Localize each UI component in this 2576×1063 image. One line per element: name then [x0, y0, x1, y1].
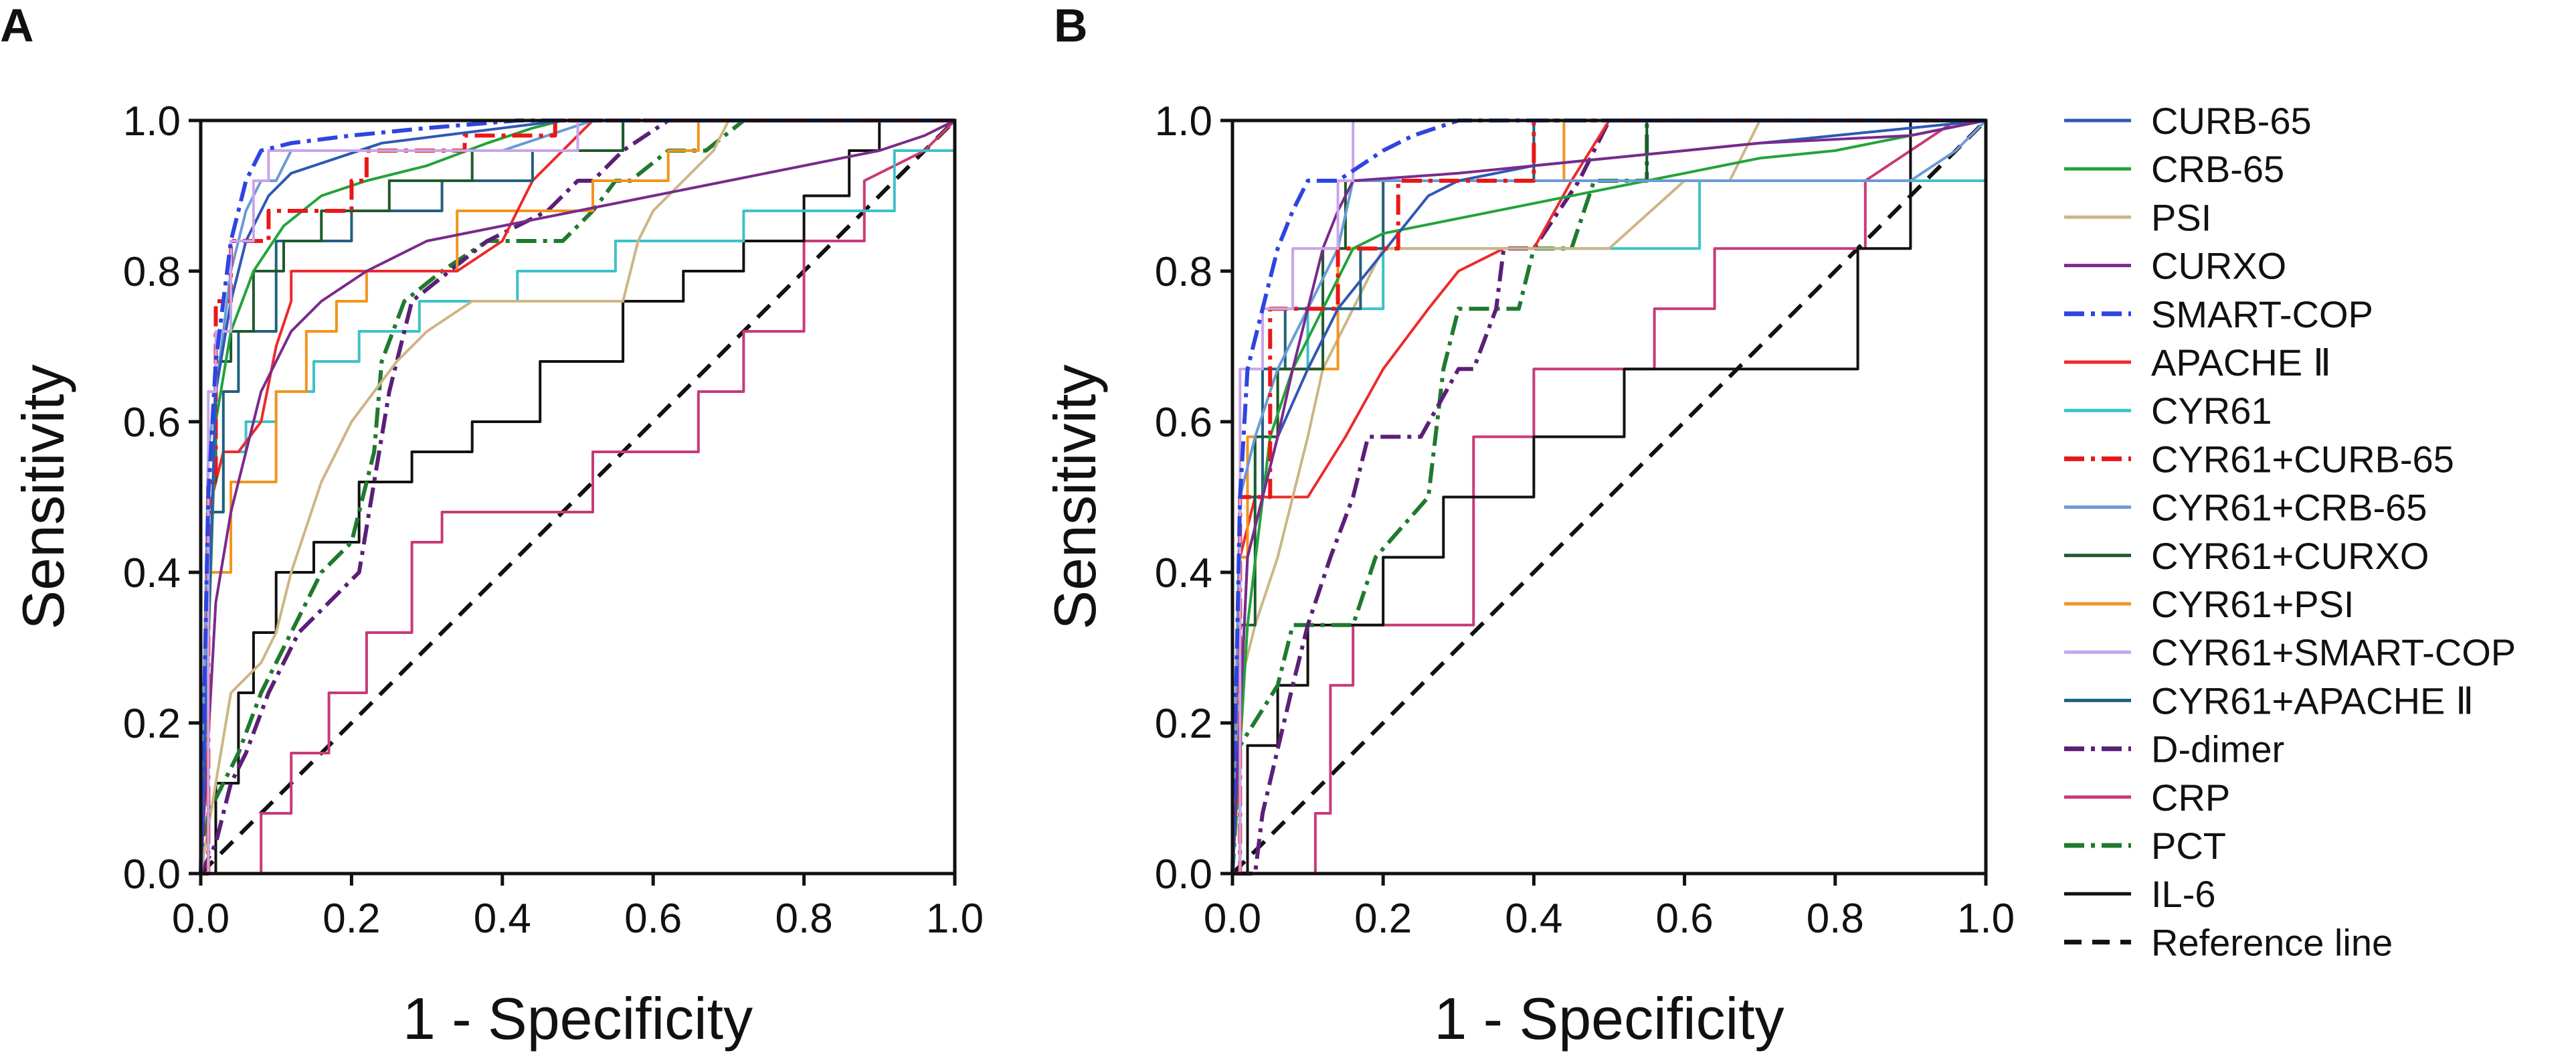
- legend-item-cyr61-crb-65: CYR61+CRB-65: [2064, 487, 2427, 529]
- y-tick-label: 0.0: [123, 851, 181, 898]
- x-axis-title: 1 - Specificity: [1434, 985, 1784, 1052]
- legend-label: CYR61+CURB-65: [2151, 438, 2454, 480]
- legend-label: CYR61+CURXO: [2151, 535, 2429, 577]
- legend-item-crp: CRP: [2064, 776, 2230, 819]
- legend-label: D-dimer: [2151, 728, 2284, 770]
- legend-label: CYR61: [2151, 390, 2272, 432]
- legend-label: CYR61+PSI: [2151, 583, 2355, 625]
- roc-curve-crp: [1232, 119, 1986, 875]
- legend-label: APACHE Ⅱ: [2151, 341, 2331, 384]
- roc-curve-cyr61-psi: [201, 119, 955, 875]
- roc-curve-psi: [199, 119, 955, 874]
- roc-curve-crb-65: [199, 119, 955, 874]
- roc-curves: [1230, 118, 1988, 876]
- panel-label: A: [0, 0, 34, 52]
- y-tick-label: 0.8: [1155, 249, 1212, 295]
- legend-label: CURB-65: [2151, 100, 2312, 142]
- y-tick-label: 1.0: [1155, 98, 1212, 145]
- y-tick-label: 0.6: [1155, 400, 1212, 446]
- roc-curves: [199, 118, 957, 876]
- legend-label: PCT: [2151, 825, 2226, 867]
- legend-label: SMART-COP: [2151, 293, 2373, 335]
- y-axis-title: Sensitivity: [10, 364, 76, 629]
- legend-item-cyr61-curxo: CYR61+CURXO: [2064, 535, 2429, 577]
- legend-label: CYR61+SMART-COP: [2151, 631, 2516, 673]
- panel-a: A 0.0 0.2 0.4 0.6 0.8 1.0 0.0 0.2 0.4 0.6 0.8 1.0 1 -…: [0, 0, 984, 1052]
- y-tick-label: 0.4: [1155, 550, 1212, 596]
- legend-label: PSI: [2151, 196, 2211, 238]
- legend-item-apache: APACHE Ⅱ: [2064, 341, 2331, 384]
- legend-item-cyr61-curb-65: CYR61+CURB-65: [2064, 438, 2454, 480]
- y-tick-label: 0.6: [123, 400, 181, 446]
- legend-item-cyr61-smart-cop: CYR61+SMART-COP: [2064, 631, 2516, 673]
- panel-b: B 0.0 0.2 0.4 0.6 0.8 1.0 0.0 0.2 0.4 0.6 0.8 1.0 1 -…: [1042, 0, 2015, 1052]
- roc-curve-cyr61-psi: [1232, 119, 1986, 875]
- x-tick-label: 0.0: [172, 896, 229, 942]
- panel-label: B: [1054, 0, 1088, 52]
- roc-curve-curxo: [199, 119, 955, 874]
- legend-item-reference-line: Reference line: [2064, 921, 2393, 963]
- legend-item-crb-65: CRB-65: [2064, 148, 2284, 190]
- y-tick-label: 1.0: [123, 98, 181, 145]
- roc-curve-il-6: [1232, 119, 1986, 875]
- y-tick-label: 0.4: [123, 550, 181, 596]
- x-tick-label: 1.0: [1957, 896, 2015, 942]
- roc-curve-apache: [201, 119, 955, 875]
- legend-item-cyr61-psi: CYR61+PSI: [2064, 583, 2355, 625]
- x-tick-label: 0.6: [1655, 896, 1713, 942]
- roc-curve-d-dimer: [1232, 118, 1986, 876]
- legend: CURB-65 CRB-65 PSI CURXO SMART-COP APACHE Ⅱ CY…: [2064, 100, 2516, 963]
- plot-frame: [199, 118, 957, 876]
- roc-curve-d-dimer: [199, 118, 955, 875]
- y-tick-label: 0.8: [123, 249, 181, 295]
- legend-item-curb-65: CURB-65: [2064, 100, 2312, 142]
- x-tick-label: 0.8: [775, 896, 832, 942]
- y-axis-title: Sensitivity: [1042, 364, 1108, 629]
- legend-label: CRB-65: [2151, 148, 2284, 190]
- x-tick-label: 0.4: [1505, 896, 1562, 942]
- plot-frame: [1230, 118, 1988, 876]
- roc-curve-curxo: [1231, 119, 1987, 874]
- x-tick-label: 0.8: [1807, 896, 1864, 942]
- roc-curve-cyr61-curb-65: [201, 118, 955, 876]
- legend-item-psi: PSI: [2064, 196, 2211, 238]
- legend-label: CYR61+CRB-65: [2151, 487, 2427, 529]
- legend-label: CYR61+APACHE Ⅱ: [2151, 679, 2474, 722]
- x-tick-label: 0.6: [624, 896, 682, 942]
- roc-curve-reference-line: [199, 118, 957, 876]
- legend-label: Reference line: [2151, 921, 2393, 963]
- x-tick-label: 0.2: [1354, 896, 1412, 942]
- legend-item-d-dimer: D-dimer: [2064, 728, 2284, 770]
- roc-curve-il-6: [201, 119, 955, 875]
- roc-curve-crb-65: [1231, 119, 1987, 874]
- x-tick-label: 0.0: [1204, 896, 1261, 942]
- legend-label: CURXO: [2151, 245, 2286, 287]
- x-tick-label: 0.4: [474, 896, 531, 942]
- legend-item-curxo: CURXO: [2064, 245, 2286, 287]
- x-tick-label: 1.0: [926, 896, 984, 942]
- roc-curve-reference-line: [1230, 118, 1988, 876]
- roc-curve-cyr61-smart-cop: [201, 119, 955, 875]
- x-axis-title: 1 - Specificity: [403, 985, 753, 1052]
- y-tick-label: 0.2: [1155, 701, 1212, 747]
- y-tick-label: 0.2: [123, 701, 181, 747]
- legend-label: CRP: [2151, 776, 2230, 819]
- legend-item-cyr61-apache: CYR61+APACHE Ⅱ: [2064, 679, 2474, 722]
- legend-item-smart-cop: SMART-COP: [2064, 293, 2373, 335]
- legend-item-cyr61: CYR61: [2064, 390, 2272, 432]
- roc-curve-curb-65: [199, 119, 955, 874]
- roc-curve-smart-cop: [1230, 118, 1986, 874]
- legend-item-pct: PCT: [2064, 825, 2226, 867]
- y-tick-label: 0.0: [1155, 851, 1212, 898]
- legend-label: IL-6: [2151, 873, 2216, 915]
- x-tick-label: 0.2: [323, 896, 380, 942]
- legend-item-il-6: IL-6: [2064, 873, 2216, 915]
